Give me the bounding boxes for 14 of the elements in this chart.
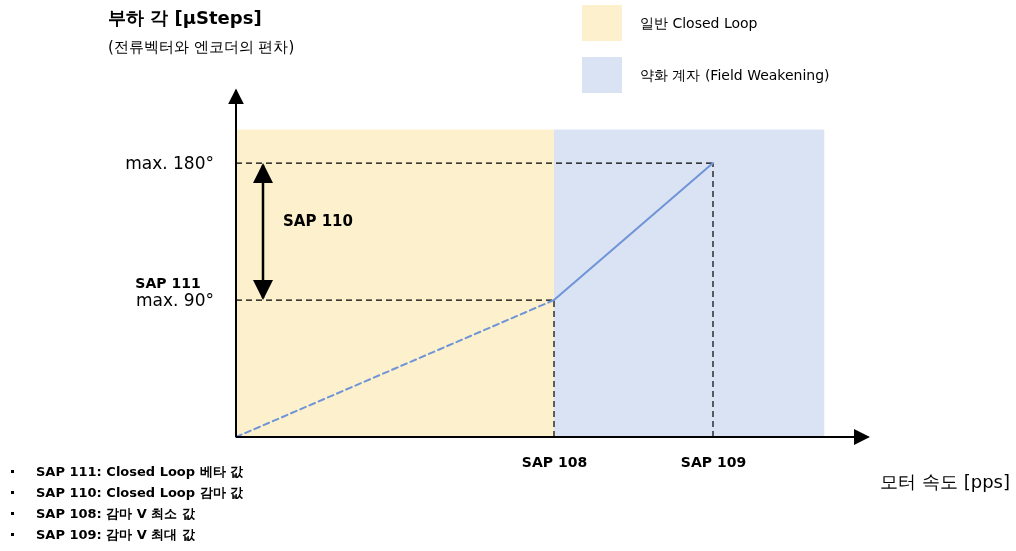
text: 약화 계자 (Field Weakening) (640, 67, 830, 83)
y-tick-label: max. 180° (125, 152, 214, 173)
text: SAP 108: 감마 V 최소 값 (36, 506, 196, 521)
annotation: SAP 110 (283, 211, 353, 230)
x-axis-title: 모터 속도 [pps] (880, 471, 1010, 492)
text: 일반 Closed Loop (640, 15, 758, 31)
x-tick-label: SAP 108 (521, 453, 588, 470)
y-axis-title: 부하 각 [µSteps] (전류벡터와 엔코더의 편차) (108, 7, 295, 56)
y-tick-label: max. 90° (136, 289, 214, 310)
text: SAP 110: Closed Loop 감마 값 (36, 485, 245, 500)
ref-line-label: SAP 111 (135, 275, 201, 292)
text: SAP 109: 감마 V 최대 값 (36, 527, 196, 542)
text: SAP 111: Closed Loop 베타 값 (36, 464, 245, 479)
x-tick-label: SAP 109 (680, 453, 747, 470)
